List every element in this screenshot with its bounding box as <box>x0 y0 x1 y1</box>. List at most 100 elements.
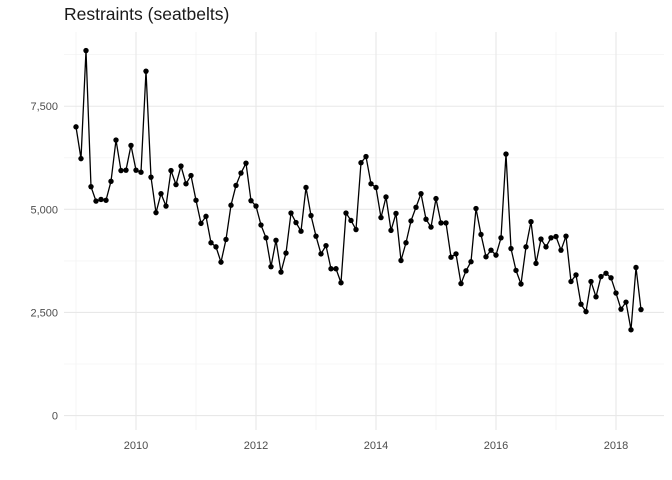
data-point <box>78 155 84 162</box>
data-point <box>443 220 449 226</box>
data-point <box>323 242 329 249</box>
data-point <box>428 224 434 230</box>
data-point <box>173 181 179 188</box>
data-point <box>463 268 469 274</box>
data-point <box>383 194 389 200</box>
data-point <box>138 169 144 175</box>
data-point <box>483 254 489 260</box>
data-point <box>573 272 579 278</box>
data-point <box>338 280 344 286</box>
data-point <box>438 220 444 226</box>
data-point <box>208 240 214 246</box>
data-point <box>163 203 169 209</box>
data-point <box>543 244 549 250</box>
x-tick-label: 2010 <box>124 440 148 452</box>
data-point <box>108 178 114 185</box>
data-point <box>213 244 219 250</box>
data-point <box>423 216 429 222</box>
data-point <box>218 259 224 265</box>
data-point <box>258 222 264 228</box>
data-point <box>193 197 199 203</box>
data-point <box>413 204 419 210</box>
data-point <box>343 210 349 216</box>
data-point <box>578 301 584 307</box>
data-point <box>228 202 234 208</box>
data-point <box>558 247 564 253</box>
data-point <box>143 68 149 74</box>
data-point <box>128 142 134 149</box>
data-point <box>473 205 479 212</box>
data-point <box>408 218 414 224</box>
data-point <box>153 209 159 216</box>
data-point <box>598 273 604 280</box>
data-point <box>393 210 399 217</box>
data-point <box>328 266 334 272</box>
data-series <box>73 47 644 333</box>
x-tick-label: 2014 <box>364 440 388 452</box>
data-point <box>133 167 139 173</box>
data-point <box>308 212 314 219</box>
data-point <box>523 244 529 250</box>
y-tick-label: 2,500 <box>30 307 58 319</box>
data-point <box>98 196 104 203</box>
y-tick-label: 5,000 <box>30 204 58 216</box>
y-tick-label: 0 <box>52 411 58 423</box>
data-point <box>243 160 249 166</box>
x-tick-label: 2012 <box>244 440 268 452</box>
data-point <box>563 233 569 239</box>
data-point <box>633 264 639 271</box>
data-point <box>448 254 454 260</box>
data-point <box>478 231 484 238</box>
data-point <box>238 170 244 176</box>
data-point <box>73 124 79 130</box>
data-point <box>613 290 619 296</box>
data-point <box>248 197 254 204</box>
data-point <box>203 213 209 220</box>
major-gridlines <box>64 32 664 430</box>
data-point <box>103 197 109 203</box>
data-point <box>88 183 94 190</box>
data-point <box>638 306 644 313</box>
data-point <box>468 259 474 265</box>
data-point <box>178 163 184 169</box>
data-point <box>158 190 164 197</box>
data-point <box>498 235 504 241</box>
x-tick-label: 2018 <box>604 440 628 452</box>
data-point <box>318 251 324 257</box>
data-point <box>293 219 299 226</box>
data-point <box>263 235 269 241</box>
y-tick-label: 7,500 <box>30 101 58 113</box>
data-point <box>533 260 539 267</box>
data-point <box>353 226 359 233</box>
data-point <box>608 275 614 281</box>
data-point <box>518 281 524 287</box>
data-point <box>548 235 554 241</box>
data-point <box>123 167 129 173</box>
data-point <box>528 219 534 225</box>
data-point <box>373 184 379 191</box>
data-point <box>288 210 294 216</box>
data-point <box>113 137 119 143</box>
data-point <box>358 160 364 166</box>
chart-title: Restraints (seatbelts) <box>64 4 230 24</box>
x-tick-label: 2016 <box>484 440 508 452</box>
data-point <box>503 151 509 157</box>
data-point <box>493 252 499 258</box>
data-point <box>458 280 464 287</box>
data-point <box>253 203 259 209</box>
data-point <box>513 267 519 274</box>
data-point <box>453 251 459 257</box>
data-point <box>593 294 599 300</box>
data-point <box>298 228 304 234</box>
data-point <box>188 172 194 179</box>
data-point <box>303 184 309 191</box>
data-point <box>553 233 559 240</box>
data-point <box>268 263 274 270</box>
data-point <box>183 181 189 187</box>
data-point <box>378 214 384 221</box>
data-point <box>583 308 589 315</box>
x-axis-tick-labels: 2010 2012 2014 2016 2018 <box>124 440 628 452</box>
data-point <box>388 227 394 234</box>
data-point <box>313 233 319 239</box>
